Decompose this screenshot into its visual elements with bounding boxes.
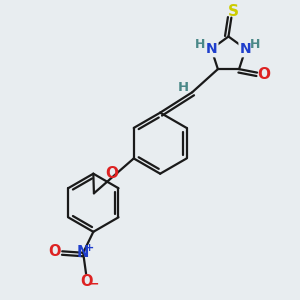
Text: H: H (177, 81, 188, 94)
Text: H: H (250, 38, 260, 51)
Text: +: + (85, 242, 94, 253)
Text: O: O (105, 166, 118, 181)
Text: −: − (88, 278, 99, 290)
Text: S: S (228, 4, 239, 19)
Text: O: O (48, 244, 60, 259)
Text: N: N (206, 42, 217, 56)
Text: N: N (240, 42, 251, 56)
Text: O: O (257, 67, 270, 82)
Text: N: N (77, 245, 89, 260)
Text: O: O (80, 274, 92, 289)
Text: H: H (195, 38, 206, 51)
